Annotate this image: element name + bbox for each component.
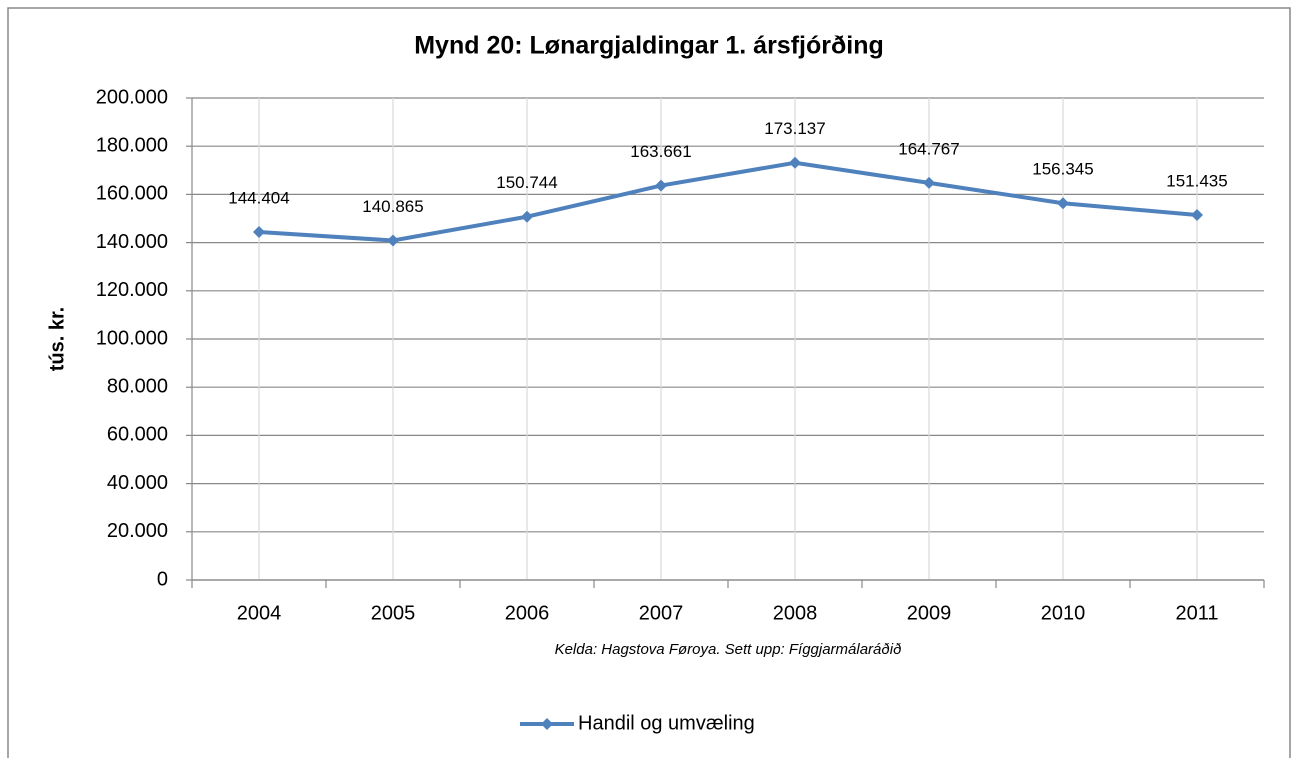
x-tick-label: 2009 [907, 602, 952, 624]
y-tick-label: 200.000 [96, 86, 168, 108]
marker [521, 210, 533, 223]
y-tick-label: 100.000 [96, 327, 168, 349]
x-tick-label: 2005 [371, 602, 416, 624]
x-tick-label: 2011 [1175, 602, 1218, 624]
x-tick-label: 2010 [1041, 602, 1086, 624]
data-label: 151.435 [1166, 172, 1227, 191]
data-label: 173.137 [764, 119, 825, 138]
data-label: 156.345 [1032, 160, 1093, 179]
legend-marker [541, 718, 553, 730]
marker [923, 176, 935, 189]
chart-frame [7, 7, 1291, 758]
marker [655, 179, 667, 192]
y-tick-label: 0 [157, 568, 168, 590]
data-label: 163.661 [630, 142, 691, 161]
data-label: 140.865 [362, 197, 423, 216]
y-axis-label: tús. kr. [46, 307, 68, 371]
x-tick-label: 2006 [505, 602, 550, 624]
y-tick-label: 160.000 [96, 183, 168, 205]
y-tick-label: 20.000 [107, 520, 168, 542]
chart-title: Mynd 20: Lønargjaldingar 1. ársfjórðing [414, 32, 884, 60]
y-tick-label: 120.000 [96, 279, 168, 301]
x-tick-label: 2004 [237, 602, 282, 624]
marker [387, 234, 399, 247]
marker [1057, 197, 1069, 210]
y-tick-label: 40.000 [107, 472, 168, 494]
y-tick-label: 60.000 [107, 424, 168, 446]
legend-label: Handil og umvæling [578, 712, 755, 734]
y-tick-label: 80.000 [107, 375, 168, 397]
y-tick-label: 140.000 [96, 231, 168, 253]
x-tick-label: 2008 [773, 602, 818, 624]
data-label: 144.404 [228, 188, 289, 207]
annotation: Kelda: Hagstova Føroya. Sett upp: Fíggja… [555, 641, 902, 658]
x-tick-label: 2007 [639, 602, 684, 624]
marker [1191, 209, 1203, 222]
series-line [258, 160, 1198, 243]
marker [253, 225, 265, 238]
marker [789, 156, 801, 169]
data-label: 150.744 [496, 173, 557, 192]
y-tick-label: 180.000 [96, 134, 168, 156]
data-label: 164.767 [898, 139, 959, 158]
